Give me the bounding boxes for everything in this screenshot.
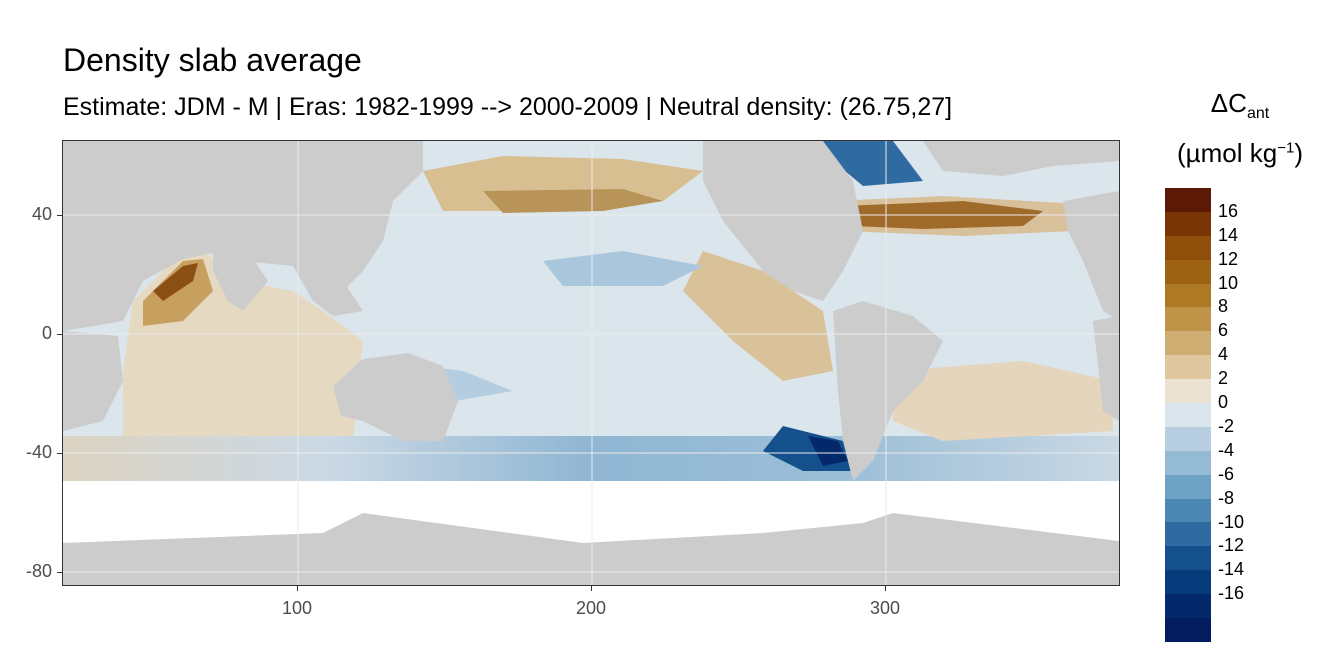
legend-swatch <box>1165 474 1211 499</box>
legend-label: 4 <box>1218 344 1229 365</box>
southern-ocean-band <box>63 436 1119 481</box>
legend-swatch <box>1165 307 1211 332</box>
legend-unit: (µmol kg−1) <box>1160 138 1320 169</box>
legend-swatch <box>1165 211 1211 236</box>
legend-swatch <box>1165 498 1211 523</box>
pacific-cool-patch <box>543 251 703 286</box>
legend-title: ΔCant <box>1160 88 1320 123</box>
chart-subtitle: Estimate: JDM - M | Eras: 1982-1999 --> … <box>63 93 953 121</box>
legend-label: -14 <box>1218 559 1245 580</box>
south-pacific-core <box>808 436 848 466</box>
legend-label: -4 <box>1218 439 1235 460</box>
legend-swatch <box>1165 235 1211 260</box>
map-canvas <box>63 141 1119 585</box>
y-tick-label: 0 <box>41 323 52 343</box>
legend-label: -12 <box>1218 535 1245 556</box>
grid-lines <box>63 141 1119 585</box>
legend-swatch <box>1165 355 1211 380</box>
legend-swatch <box>1165 450 1211 475</box>
east-pacific-field <box>683 251 833 381</box>
x-tick-mark <box>591 586 592 591</box>
x-tick-mark <box>297 586 298 591</box>
legend-title-subscript: ant <box>1246 105 1270 122</box>
legend-title-symbol: ΔC <box>1210 88 1247 118</box>
legend-label: 0 <box>1218 392 1229 413</box>
legend-colorbar <box>1165 188 1211 642</box>
legend-label: 16 <box>1218 200 1239 221</box>
legend-swatch <box>1165 259 1211 284</box>
y-tick-mark <box>57 453 62 454</box>
chart-title: Density slab average <box>63 42 362 78</box>
legend-label: 12 <box>1218 248 1239 269</box>
north-pacific-peak <box>483 189 663 213</box>
legend-label: 10 <box>1218 272 1239 293</box>
legend-label: -8 <box>1218 487 1235 508</box>
legend-label: 8 <box>1218 296 1229 317</box>
legend-swatch <box>1165 379 1211 404</box>
legend-unit-sup: −1 <box>1277 139 1295 157</box>
y-tick-label: -40 <box>25 442 52 462</box>
legend-unit-main: (µmol kg <box>1177 138 1278 168</box>
legend-label: -2 <box>1218 415 1235 436</box>
x-tick-mark <box>885 586 886 591</box>
legend-label: 14 <box>1218 224 1239 245</box>
legend-swatch <box>1165 618 1211 642</box>
no-data-band <box>63 481 1119 543</box>
legend-label: -16 <box>1218 583 1245 604</box>
legend-swatch <box>1165 570 1211 595</box>
x-tick-label: 300 <box>869 598 901 618</box>
arabian-sea-high <box>143 259 213 326</box>
legend-label: 6 <box>1218 320 1229 341</box>
y-tick-label: -80 <box>25 561 52 581</box>
arabian-sea-peak <box>153 263 198 301</box>
legend-swatch <box>1165 594 1211 619</box>
y-tick-mark <box>57 215 62 216</box>
map-panel <box>62 140 1120 586</box>
legend-swatch <box>1165 188 1211 212</box>
y-tick-label: 40 <box>31 204 52 224</box>
y-tick-mark <box>57 572 62 573</box>
x-tick-label: 100 <box>281 598 313 618</box>
legend-swatch <box>1165 283 1211 308</box>
x-tick-label: 200 <box>575 598 607 618</box>
legend-unit-close: ) <box>1294 138 1303 168</box>
legend-swatch <box>1165 522 1211 547</box>
legend-label: 2 <box>1218 368 1229 389</box>
legend-swatch <box>1165 331 1211 356</box>
legend-swatch <box>1165 426 1211 451</box>
y-tick-mark <box>57 334 62 335</box>
legend-swatch <box>1165 403 1211 427</box>
legend-swatch <box>1165 546 1211 571</box>
labrador-sea <box>823 141 923 186</box>
south-atlantic-field <box>893 361 1113 441</box>
legend-label: -6 <box>1218 463 1235 484</box>
legend-label: -10 <box>1218 511 1245 532</box>
